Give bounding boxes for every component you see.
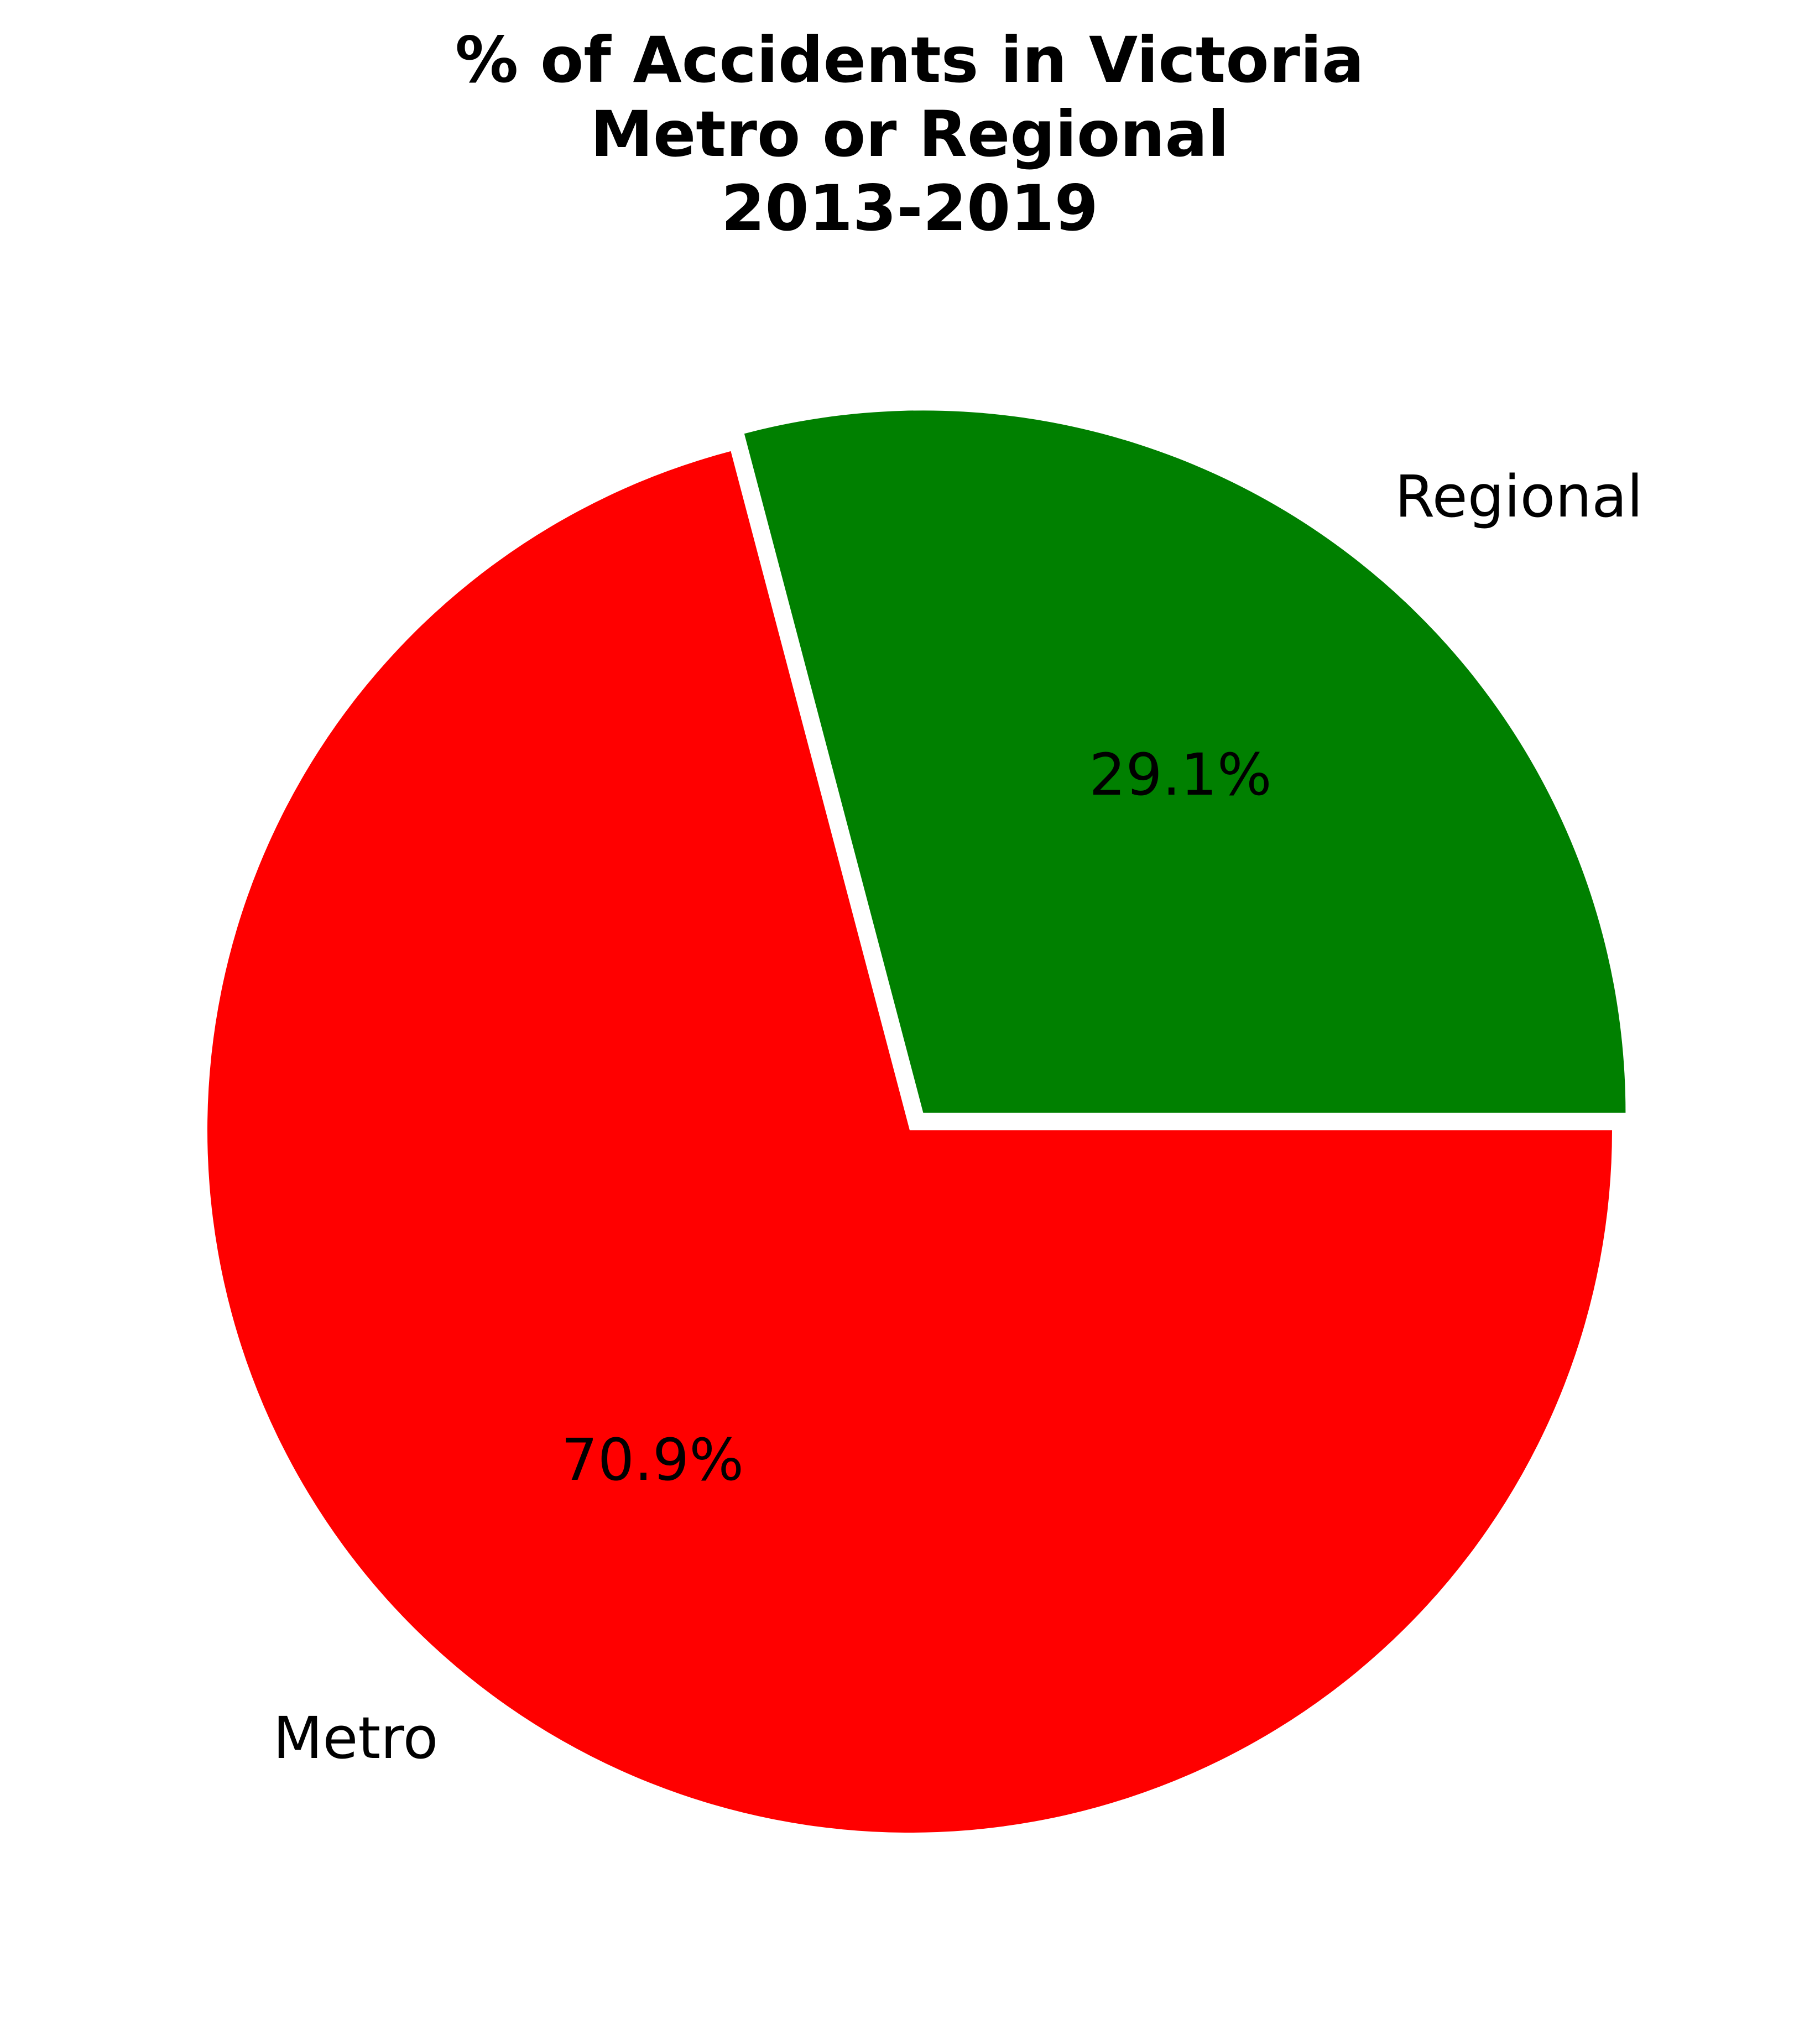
title-line-3: 2013-2019: [721, 171, 1098, 245]
pie-slice-regional: [744, 410, 1626, 1113]
pct-label-regional: 29.1%: [1089, 741, 1271, 808]
slice-label-regional: Regional: [1395, 463, 1643, 530]
title-line-2: Metro or Regional: [591, 97, 1229, 171]
chart-title: % of Accidents in Victoria Metro or Regi…: [455, 23, 1364, 245]
pie-slices: [207, 410, 1626, 1833]
pie-labels: Metro 70.9% Regional 29.1%: [273, 463, 1643, 1772]
pct-label-metro: 70.9%: [561, 1426, 744, 1494]
pie-slice-metro: [207, 451, 1613, 1833]
title-line-1: % of Accidents in Victoria: [455, 23, 1364, 97]
slice-label-metro: Metro: [273, 1704, 439, 1772]
